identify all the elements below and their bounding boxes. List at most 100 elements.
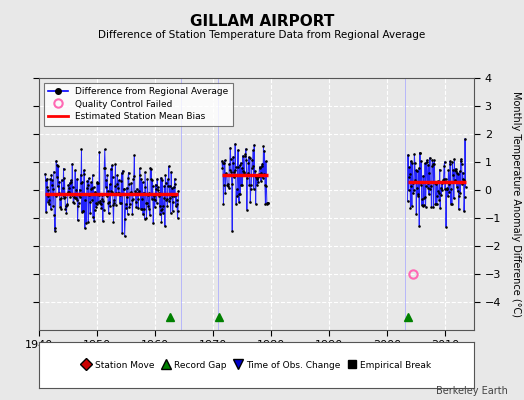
Point	[52, 173, 61, 180]
Point	[425, 191, 433, 198]
Point	[229, 154, 237, 160]
Point	[110, 197, 118, 203]
Point	[261, 158, 270, 164]
Point	[68, 192, 76, 198]
Point	[147, 166, 156, 173]
Point	[88, 197, 96, 204]
Point	[233, 186, 241, 192]
Point	[60, 195, 68, 202]
Point	[433, 178, 442, 184]
Point	[219, 160, 227, 166]
Point	[260, 171, 268, 177]
Point	[57, 205, 66, 212]
Point	[64, 182, 72, 188]
Point	[145, 190, 154, 196]
Point	[45, 193, 53, 199]
Point	[156, 206, 165, 213]
Point	[152, 200, 161, 206]
Point	[461, 136, 469, 142]
Point	[224, 180, 233, 187]
Point	[146, 165, 155, 171]
Point	[138, 196, 146, 202]
Point	[75, 192, 83, 198]
Point	[453, 184, 461, 190]
Point	[111, 161, 119, 168]
Point	[264, 199, 272, 206]
Point	[435, 196, 443, 203]
Point	[154, 184, 162, 190]
Point	[227, 180, 236, 187]
Point	[415, 222, 423, 229]
Text: Difference of Station Temperature Data from Regional Average: Difference of Station Temperature Data f…	[99, 30, 425, 40]
Point	[65, 185, 73, 192]
Point	[241, 152, 249, 159]
Point	[249, 186, 258, 192]
Point	[117, 178, 125, 184]
Point	[79, 208, 87, 214]
Point	[235, 162, 244, 168]
Point	[97, 196, 106, 202]
Point	[163, 176, 172, 182]
Point	[157, 174, 165, 181]
Point	[68, 160, 77, 167]
Point	[42, 209, 50, 215]
Point	[73, 217, 82, 224]
Point	[104, 200, 112, 206]
Point	[248, 162, 257, 169]
Point	[165, 198, 173, 204]
Point	[160, 183, 169, 189]
Point	[238, 182, 247, 189]
Point	[404, 151, 412, 158]
Point	[44, 187, 52, 193]
Point	[110, 219, 118, 225]
Point	[80, 167, 88, 173]
Point	[116, 200, 125, 206]
Point	[221, 190, 230, 196]
Point	[418, 196, 427, 203]
Point	[221, 157, 229, 164]
Point	[446, 158, 454, 164]
Point	[226, 144, 234, 151]
Point	[122, 201, 130, 207]
Point	[427, 183, 435, 189]
Point	[226, 156, 235, 162]
Point	[228, 228, 236, 234]
Point	[49, 186, 58, 192]
Point	[62, 210, 71, 216]
Point	[172, 192, 180, 198]
Point	[411, 177, 420, 183]
Point	[114, 185, 122, 192]
Point	[82, 219, 91, 226]
Point	[409, 190, 418, 196]
Point	[131, 190, 139, 196]
Point	[228, 160, 237, 166]
Point	[245, 154, 253, 160]
Point	[99, 218, 107, 224]
Point	[456, 158, 465, 164]
Point	[143, 176, 151, 182]
Point	[143, 214, 151, 221]
Point	[137, 176, 145, 182]
Point	[407, 182, 416, 189]
Point	[424, 180, 432, 186]
Point	[430, 157, 439, 163]
Point	[105, 181, 114, 188]
Point	[450, 156, 458, 162]
Point	[158, 177, 166, 183]
Point	[46, 190, 54, 197]
Point	[451, 177, 459, 184]
Point	[407, 158, 415, 164]
Point	[127, 188, 135, 195]
Point	[112, 190, 121, 197]
Point	[79, 208, 88, 214]
Point	[240, 169, 248, 176]
Point	[113, 181, 121, 188]
Point	[67, 177, 75, 184]
Point	[245, 182, 254, 188]
Point	[156, 202, 164, 209]
Point	[254, 172, 263, 179]
Point	[421, 204, 430, 210]
Point	[244, 170, 252, 176]
Point	[438, 187, 446, 193]
Point	[89, 214, 97, 221]
